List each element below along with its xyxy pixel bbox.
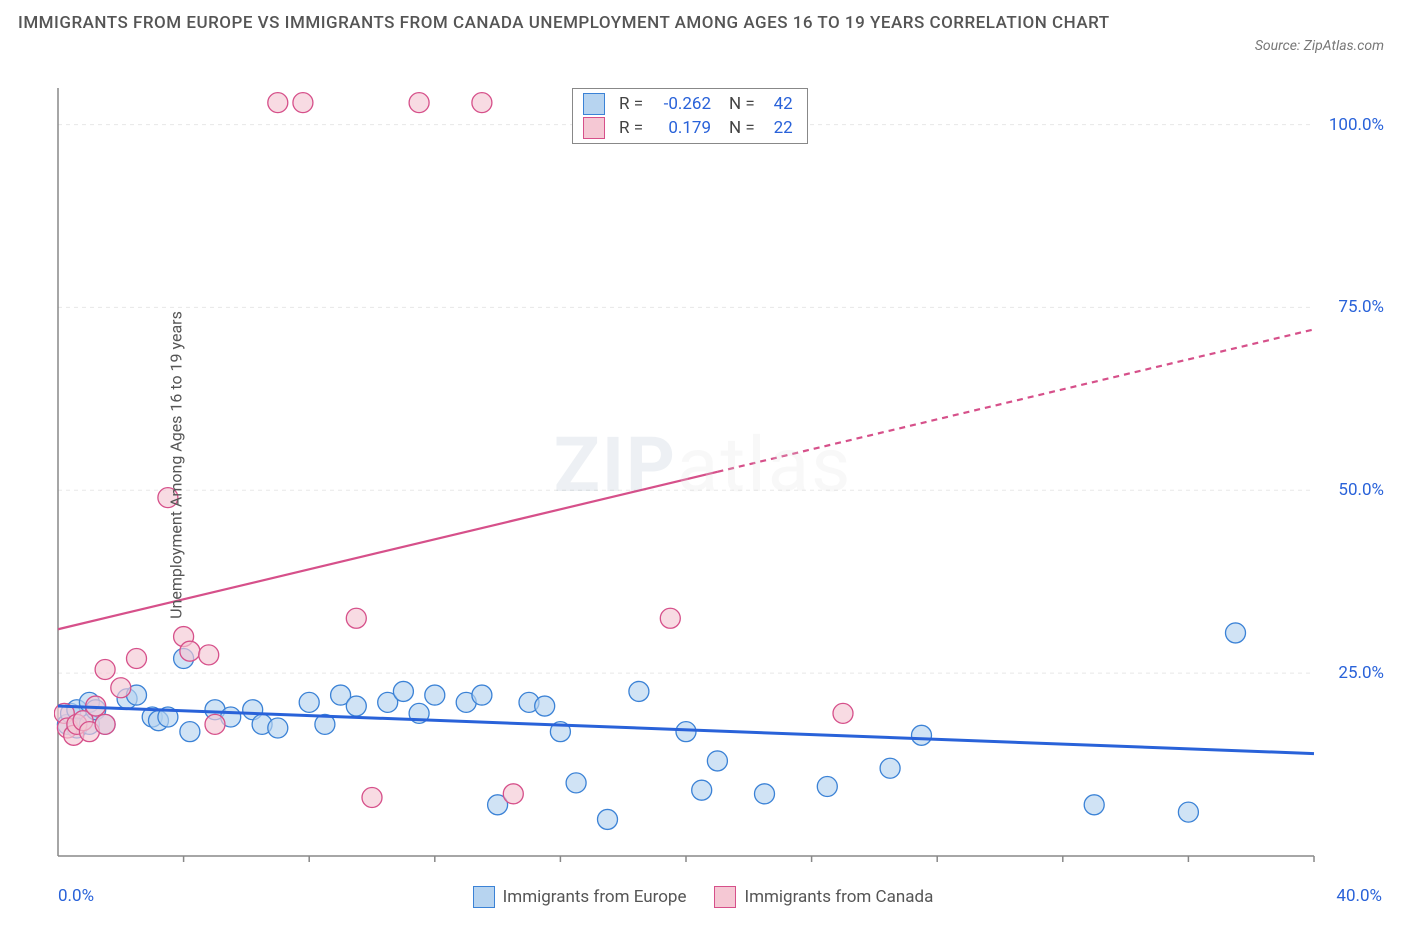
- r-value: 0.179: [653, 118, 711, 138]
- r-value: -0.262: [653, 94, 711, 114]
- correlation-legend: R = -0.262 N = 42 R = 0.179 N = 22: [572, 88, 808, 144]
- y-tick-label: 100.0%: [1329, 115, 1384, 135]
- legend-swatch: [583, 117, 605, 139]
- legend-swatch: [714, 886, 736, 908]
- r-label: R =: [619, 94, 643, 114]
- series-legend: Immigrants from Europe Immigrants from Ca…: [0, 886, 1406, 913]
- n-value: 42: [765, 94, 793, 114]
- y-tick-label: 25.0%: [1338, 663, 1384, 683]
- source-attribution: Source: ZipAtlas.com: [1255, 38, 1384, 54]
- legend-series-item: Immigrants from Canada: [714, 886, 933, 908]
- y-tick-label: 75.0%: [1338, 297, 1384, 317]
- legend-swatch: [583, 93, 605, 115]
- y-axis-label: Unemployment Among Ages 16 to 19 years: [166, 311, 185, 619]
- n-value: 22: [765, 118, 793, 138]
- y-tick-label: 50.0%: [1338, 480, 1384, 500]
- legend-correlation-row: R = -0.262 N = 42: [583, 93, 793, 115]
- legend-series-label: Immigrants from Europe: [503, 887, 687, 907]
- chart-title: IMMIGRANTS FROM EUROPE VS IMMIGRANTS FRO…: [18, 10, 1110, 37]
- scatter-chart: [54, 82, 1384, 862]
- legend-correlation-row: R = 0.179 N = 22: [583, 117, 793, 139]
- legend-swatch: [473, 886, 495, 908]
- n-label: N =: [729, 118, 755, 138]
- r-label: R =: [619, 118, 643, 138]
- legend-series-label: Immigrants from Canada: [744, 887, 933, 907]
- legend-series-item: Immigrants from Europe: [473, 886, 687, 908]
- n-label: N =: [729, 94, 755, 114]
